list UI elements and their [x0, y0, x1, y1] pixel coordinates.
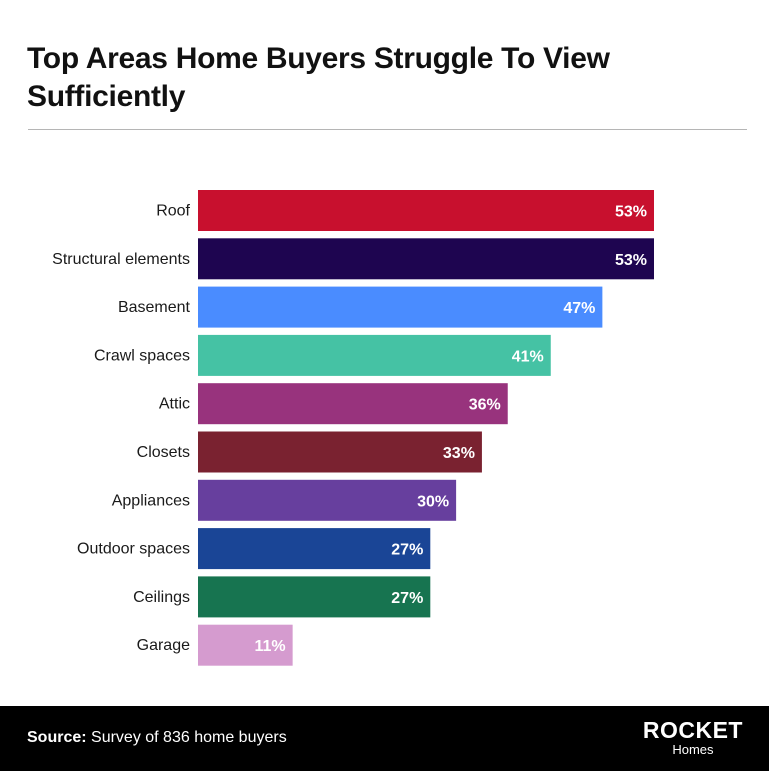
- category-label-basement: Basement: [118, 299, 191, 316]
- title-divider: [28, 129, 747, 130]
- value-label-appliances: 30%: [417, 493, 449, 510]
- bar-outdoor-spaces: [198, 528, 431, 570]
- value-label-structural-elements: 53%: [615, 252, 647, 269]
- value-label-closets: 33%: [443, 445, 475, 462]
- chart-title: Top Areas Home Buyers Struggle To View S…: [27, 42, 610, 113]
- logo-subtitle: Homes: [672, 742, 714, 757]
- category-label-outdoor-spaces: Outdoor spaces: [77, 541, 190, 558]
- bar-chart: Roof 53% Structural elements 53% Basement 47%…: [52, 190, 654, 666]
- bar-roof: [198, 190, 654, 231]
- bar-closets: [198, 431, 482, 473]
- bar-appliances: [198, 479, 457, 521]
- source-prefix: Source:: [27, 729, 87, 746]
- value-label-crawl-spaces: 41%: [512, 348, 544, 365]
- bar-basement: [198, 286, 603, 328]
- logo-wordmark: ROCKET: [642, 717, 743, 743]
- category-label-ceilings: Ceilings: [133, 589, 190, 606]
- category-label-attic: Attic: [159, 396, 190, 413]
- category-label-appliances: Appliances: [112, 492, 190, 509]
- value-label-attic: 36%: [469, 397, 501, 414]
- category-label-crawl-spaces: Crawl spaces: [94, 347, 190, 364]
- value-label-roof: 53%: [615, 204, 647, 221]
- category-label-garage: Garage: [137, 637, 190, 654]
- bar-attic: [198, 383, 508, 425]
- value-label-outdoor-spaces: 27%: [391, 542, 423, 559]
- bar-ceilings: [198, 576, 431, 618]
- bar-garage: [198, 624, 293, 666]
- category-label-structural-elements: Structural elements: [52, 251, 190, 268]
- footer-bar: Source: Survey of 836 home buyers ROCKET…: [0, 706, 769, 771]
- value-label-garage: 11%: [255, 638, 286, 655]
- rocket-homes-logo: ROCKET Homes: [643, 718, 743, 757]
- value-label-ceilings: 27%: [391, 590, 423, 607]
- value-label-basement: 47%: [563, 300, 595, 317]
- bar-crawl-spaces: [198, 334, 551, 376]
- source-text: Survey of 836 home buyers: [86, 729, 287, 746]
- category-label-roof: Roof: [156, 203, 190, 220]
- category-label-closets: Closets: [137, 444, 190, 461]
- source-note: Source: Survey of 836 home buyers: [27, 728, 287, 748]
- bar-structural-elements: [198, 238, 654, 280]
